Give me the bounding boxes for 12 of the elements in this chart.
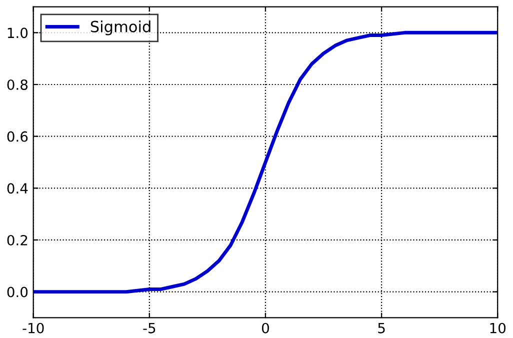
y-tick-label: 0.6 bbox=[7, 131, 28, 142]
y-tick-label: 0.8 bbox=[7, 79, 28, 90]
x-tick-label: -5 bbox=[143, 323, 156, 334]
y-tick-label: 0.2 bbox=[7, 234, 28, 246]
x-tick-label: 10 bbox=[490, 322, 506, 334]
y-tick-label: 0.4 bbox=[7, 183, 28, 194]
y-tick-label: 0.0 bbox=[7, 286, 28, 298]
x-tick-label: 0 bbox=[262, 322, 269, 334]
x-tick-label: 5 bbox=[378, 323, 385, 334]
y-tick-label: 1.0 bbox=[8, 28, 28, 38]
legend-label: Sigmoid bbox=[90, 20, 150, 36]
x-tick-label: -10 bbox=[22, 322, 44, 334]
